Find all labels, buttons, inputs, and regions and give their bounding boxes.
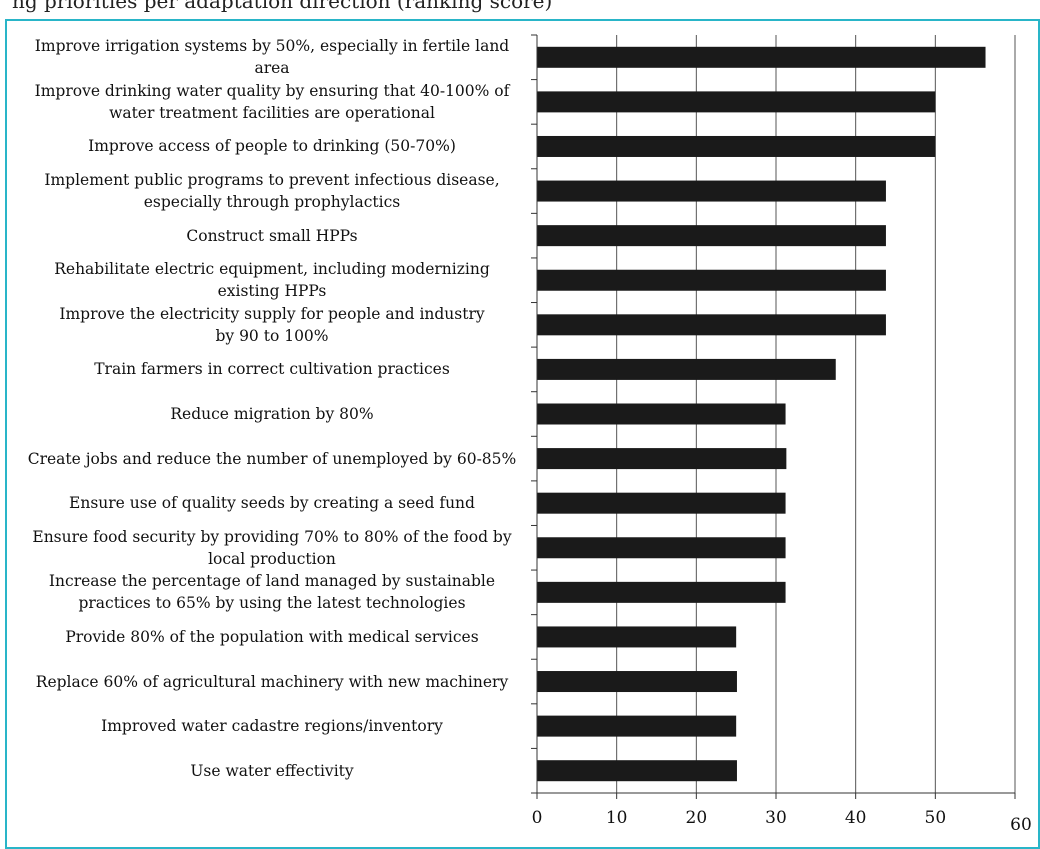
axes <box>531 34 1016 799</box>
bar-16 <box>537 715 737 737</box>
bar-6 <box>537 269 886 291</box>
category-label-7: Improve the electricity supply for peopl… <box>22 303 522 348</box>
category-label-line: by 90 to 100% <box>215 326 329 345</box>
category-label-6: Rehabilitate electric equipment, includi… <box>22 258 522 303</box>
bars <box>537 46 986 782</box>
category-label-8: Train farmers in correct cultivation pra… <box>22 347 522 392</box>
bar-8 <box>537 358 836 380</box>
bar-4 <box>537 180 886 202</box>
category-label-16: Improved water cadastre regions/inventor… <box>22 704 522 749</box>
bar-13 <box>537 581 786 603</box>
category-label-line: Ensure food security by providing 70% to… <box>32 527 512 546</box>
bar-7 <box>537 314 886 336</box>
category-label-line: Improve drinking water quality by ensuri… <box>34 81 510 100</box>
category-label-4: Implement public programs to prevent inf… <box>22 169 522 214</box>
category-label-line: Improved water cadastre regions/inventor… <box>101 717 443 736</box>
bar-9 <box>537 403 786 425</box>
category-label-line: water treatment facilities are operation… <box>109 103 435 122</box>
x-tick-label-50: 50 <box>925 808 947 828</box>
category-label-line: Replace 60% of agricultural machinery wi… <box>35 672 509 691</box>
category-label-17: Use water effectivity <box>22 748 522 793</box>
category-label-line: Improve access of people to drinking (50… <box>88 137 456 156</box>
category-label-line: Improve the electricity supply for peopl… <box>59 304 485 323</box>
x-tick-label-0: 0 <box>532 808 543 828</box>
category-label-13: Increase the percentage of land managed … <box>22 570 522 615</box>
category-label-12: Ensure food security by providing 70% to… <box>22 525 522 570</box>
bar-12 <box>537 537 786 559</box>
category-label-1: Improve irrigation systems by 50%, espec… <box>22 35 522 80</box>
x-tick-label-30: 30 <box>765 808 787 828</box>
bar-2 <box>537 91 936 113</box>
x-tick-labels: 0 10 20 30 40 50 60 <box>532 808 1032 835</box>
category-label-line: Rehabilitate electric equipment, includi… <box>54 260 490 279</box>
bar-15 <box>537 671 737 693</box>
bar-3 <box>537 135 936 157</box>
category-label-line: local production <box>208 549 336 568</box>
category-label-3: Improve access of people to drinking (50… <box>22 124 522 169</box>
category-label-line: Improve irrigation systems by 50%, espec… <box>34 37 510 78</box>
bar-14 <box>537 626 737 648</box>
figure-caption: ng priorities per adaptation direction (… <box>12 0 553 13</box>
x-tick-label-40: 40 <box>845 808 867 828</box>
category-label-line: Use water effectivity <box>190 761 354 780</box>
category-label-line: Implement public programs to prevent inf… <box>44 171 500 190</box>
category-label-line: Ensure use of quality seeds by creating … <box>69 494 475 513</box>
x-tick-label-60: 60 <box>1010 815 1032 835</box>
category-label-line: practices to 65% by using the latest tec… <box>78 594 466 613</box>
category-label-14: Provide 80% of the population with medic… <box>22 615 522 660</box>
category-label-line: especially through prophylactics <box>143 193 401 212</box>
bar-5 <box>537 225 886 247</box>
category-label-11: Ensure use of quality seeds by creating … <box>22 481 522 526</box>
category-label-line: Create jobs and reduce the number of une… <box>27 449 517 468</box>
bar-11 <box>537 492 786 514</box>
category-label-9: Reduce migration by 80% <box>22 392 522 437</box>
category-label-line: Train farmers in correct cultivation pra… <box>94 360 450 379</box>
category-label-10: Create jobs and reduce the number of une… <box>22 436 522 481</box>
bar-17 <box>537 760 737 782</box>
x-tick-label-10: 10 <box>606 808 628 828</box>
category-label-line: Provide 80% of the population with medic… <box>65 627 479 646</box>
category-label-15: Replace 60% of agricultural machinery wi… <box>22 659 522 704</box>
category-label-line: Increase the percentage of land managed … <box>48 572 496 591</box>
x-tick-label-20: 20 <box>686 808 708 828</box>
category-label-line: Reduce migration by 80% <box>170 404 374 423</box>
category-label-5: Construct small HPPs <box>22 213 522 258</box>
category-label-2: Improve drinking water quality by ensuri… <box>22 80 522 125</box>
category-label-line: Construct small HPPs <box>186 226 358 245</box>
bar-10 <box>537 448 787 470</box>
bar-1 <box>537 46 986 68</box>
category-label-line: existing HPPs <box>217 282 327 301</box>
